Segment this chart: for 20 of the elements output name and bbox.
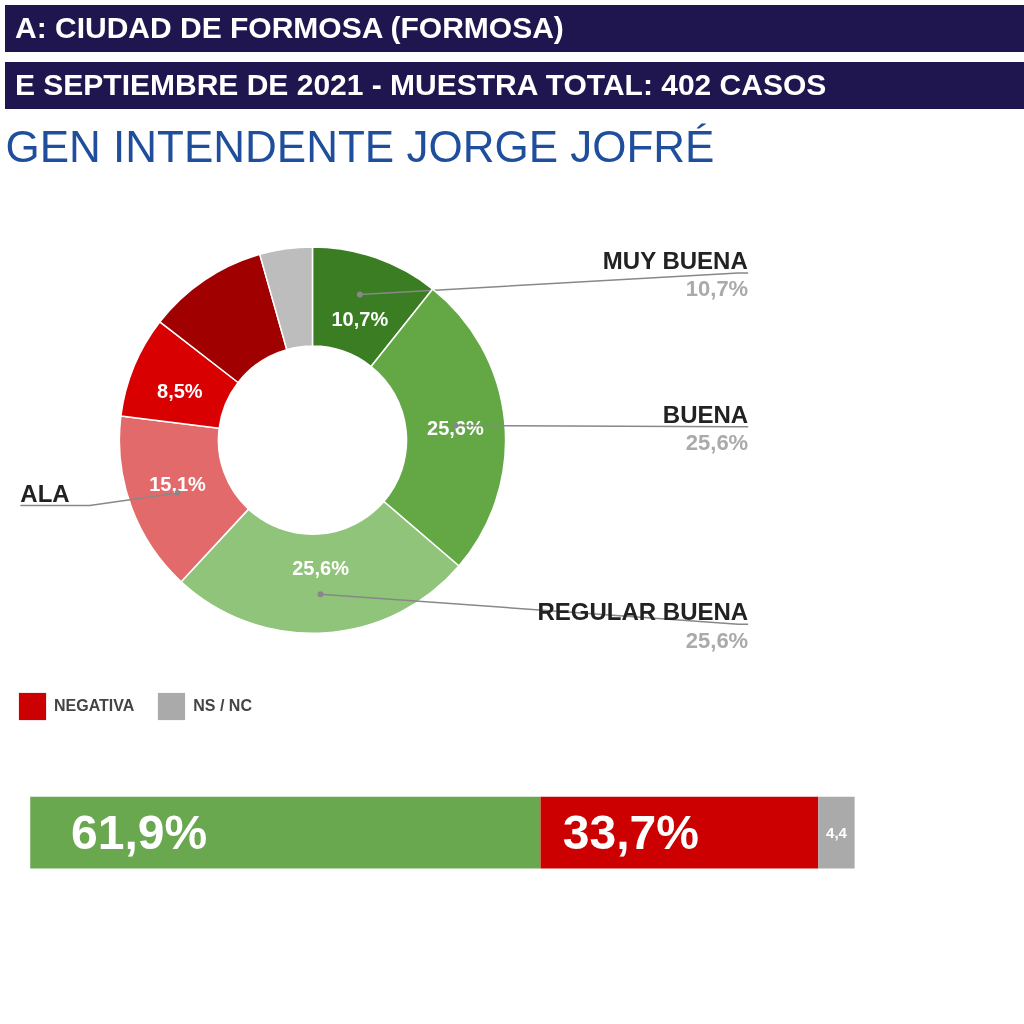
- slice-label: MUY BUENA: [602, 246, 748, 274]
- data-label: 25,6%: [427, 416, 484, 439]
- data-label: 8,5%: [157, 379, 203, 402]
- data-label: 61,9%: [71, 805, 208, 859]
- slice-label: REGULAR BUENA: [537, 598, 749, 626]
- data-label: 4,4: [826, 823, 848, 841]
- text: E SEPTIEMBRE DE 2021 - MUESTRA TOTAL: 402 CASOS: [15, 66, 827, 103]
- slice-label: BUENA: [662, 400, 749, 428]
- data-label: 25,6%: [292, 556, 350, 579]
- legend-label: NS / NC: [193, 696, 252, 715]
- text: 25,6%: [685, 429, 749, 455]
- data-label: 15,1%: [149, 472, 207, 495]
- slice-label: ALA: [20, 479, 70, 507]
- text: 25,6%: [685, 627, 749, 653]
- text: A: CIUDAD DE FORMOSA (FORMOSA): [15, 10, 564, 46]
- legend-label: NEGATIVA: [54, 696, 135, 715]
- data-label: 10,7%: [331, 308, 389, 331]
- text: 10,7%: [685, 276, 749, 302]
- chart-title: GEN INTENDENTE JORGE JOFRÉ: [5, 121, 715, 171]
- data-label: 33,7%: [562, 805, 699, 859]
